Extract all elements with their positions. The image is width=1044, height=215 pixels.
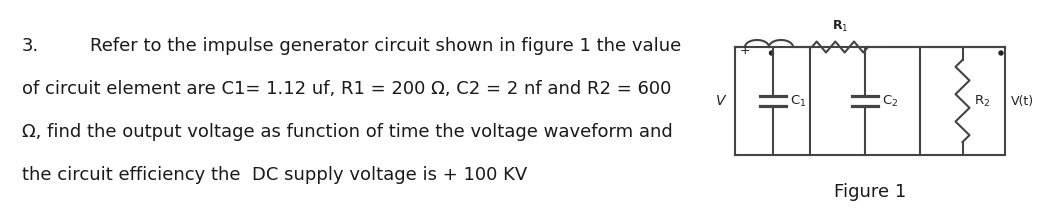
Text: C$_1$: C$_1$ (789, 94, 806, 109)
Text: R$_1$: R$_1$ (832, 19, 848, 34)
Text: R$_2$: R$_2$ (973, 94, 990, 109)
Text: Refer to the impulse generator circuit shown in figure 1 the value: Refer to the impulse generator circuit s… (90, 37, 682, 55)
Text: +: + (740, 43, 751, 57)
Text: V: V (715, 94, 725, 108)
Text: C$_2$: C$_2$ (882, 94, 898, 109)
Circle shape (999, 51, 1003, 55)
Text: the circuit efficiency the  DC supply voltage is + 100 KV: the circuit efficiency the DC supply vol… (22, 166, 527, 184)
Circle shape (769, 51, 774, 55)
Text: of circuit element are C1= 1.12 uf, R1 = 200 Ω, C2 = 2 nf and R2 = 600: of circuit element are C1= 1.12 uf, R1 =… (22, 80, 671, 98)
Text: Ω, find the output voltage as function of time the voltage waveform and: Ω, find the output voltage as function o… (22, 123, 672, 141)
Text: V(t): V(t) (1011, 95, 1035, 108)
Text: Figure 1: Figure 1 (834, 183, 906, 201)
Text: 3.: 3. (22, 37, 40, 55)
